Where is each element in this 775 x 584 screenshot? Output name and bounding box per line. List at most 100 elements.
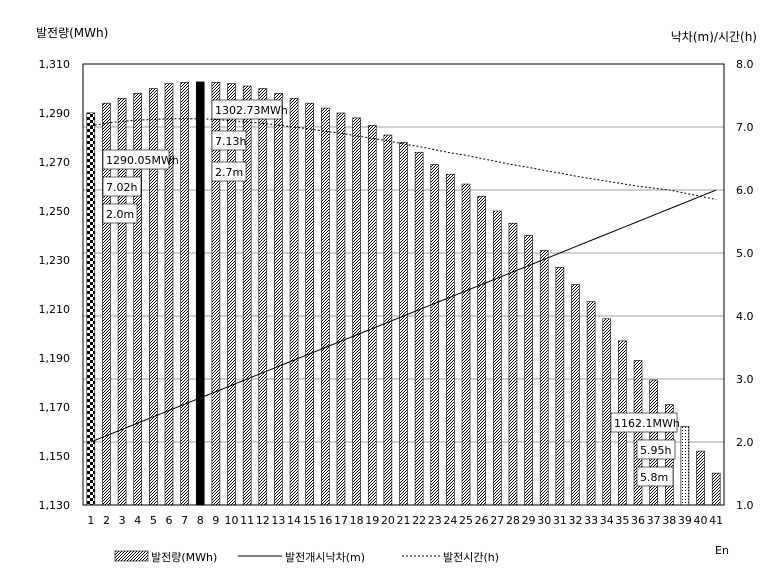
left-tick-label: 1,270: [39, 156, 71, 169]
bar-31: [555, 267, 565, 506]
annotation-text: 1302.73MWh: [215, 104, 288, 117]
left-tick-label: 1,250: [39, 205, 71, 218]
annotation-box: [211, 130, 247, 151]
annotation-text: 1290.05MWh: [106, 154, 179, 167]
left-tick-label: 1,290: [39, 107, 71, 120]
right-tick-label: 8.0: [736, 58, 754, 71]
bar-23: [430, 164, 440, 506]
bar-6: [164, 83, 174, 506]
x-tick-label: 14: [287, 514, 301, 527]
left-tick-label: 1,230: [39, 254, 71, 267]
x-tick-label: 7: [181, 514, 188, 527]
bar-41: [711, 472, 721, 506]
x-tick-label: 10: [225, 514, 239, 527]
bar-32: [571, 284, 580, 506]
bar-25: [461, 183, 471, 506]
bar-1: [86, 112, 96, 506]
annotation-box: [102, 149, 170, 170]
x-tick-label: 34: [600, 514, 614, 527]
right-tick-label: 4.0: [736, 310, 754, 323]
left-tick-label: 1,130: [39, 499, 71, 512]
legend: 발전량(MWh) 발전개시낙차(m) 발전시간(h): [114, 550, 499, 564]
bar-22: [414, 151, 424, 506]
x-tick-label: 40: [694, 514, 708, 527]
x-tick-label: 18: [350, 514, 364, 527]
bar-7: [180, 82, 189, 506]
left-tick-label: 1,310: [39, 58, 71, 71]
x-tick-label: 29: [522, 514, 536, 527]
annotation-text: 1162.1MWh: [614, 417, 680, 430]
x-tick-label: 2: [103, 514, 110, 527]
bar-40: [696, 450, 705, 506]
line-start-head: [90, 189, 717, 443]
annotation-text: 7.02h: [106, 181, 137, 194]
bar-21: [399, 142, 408, 506]
right-axis-title: 낙차(m)/시간(h): [671, 30, 757, 44]
bar-15: [305, 102, 314, 506]
x-tick-label: 8: [197, 514, 204, 527]
bar-33: [586, 301, 596, 506]
annotation-box: [211, 161, 247, 182]
left-tick-label: 1,210: [39, 303, 71, 316]
x-tick-label: 6: [165, 514, 172, 527]
x-tick-label: 23: [428, 514, 442, 527]
x-tick-label: 24: [443, 514, 457, 527]
bar-8: [195, 81, 205, 506]
x-tick-label: 28: [506, 514, 520, 527]
annotation-box: [610, 412, 678, 433]
x-tick-label: 1: [87, 514, 94, 527]
legend-swatch-bar: [114, 550, 149, 562]
bar-16: [321, 107, 330, 506]
annotation-text: 5.95h: [640, 444, 671, 457]
x-tick-label: 41: [709, 514, 723, 527]
plot-frame: [82, 63, 725, 506]
legend-label-head: 발전개시낙차(m): [285, 551, 365, 564]
left-axis-title: 발전량(MWh): [36, 26, 108, 40]
x-tick-label: 25: [459, 514, 473, 527]
bar-29: [524, 235, 533, 506]
x-tick-label: 12: [256, 514, 270, 527]
bar-13: [274, 93, 283, 506]
x-tick-label: 17: [334, 514, 348, 527]
x-tick-label: 21: [397, 514, 411, 527]
x-tick-label: 26: [475, 514, 489, 527]
right-axis-ticks: 1.0 2.0 3.0 4.0 5.0 6.0 7.0 8.0: [736, 58, 754, 512]
bar-19: [367, 124, 377, 506]
left-tick-label: 1,150: [39, 450, 71, 463]
x-tick-label: 33: [584, 514, 598, 527]
left-tick-label: 1,190: [39, 352, 71, 365]
left-tick-label: 1,170: [39, 401, 71, 414]
x-tick-label: 22: [412, 514, 426, 527]
bar-20: [383, 134, 393, 506]
x-axis-ticks: 1 2 3 4 5 6 7 8 9 10 11 12 13 14 15 16 17 18 19 20 21 22 23 24 2…: [87, 514, 723, 527]
left-axis-ticks: 1,130 1,150 1,170 1,190 1,210 1,230 1,250 1,270…: [39, 58, 71, 512]
annotation-box: [636, 466, 674, 487]
annotation-text: 7.13h: [215, 135, 246, 148]
annotation-text: 2.7m: [215, 166, 243, 179]
bar-26: [477, 196, 486, 506]
right-tick-label: 2.0: [736, 436, 754, 449]
bar-39: [680, 426, 690, 506]
right-tick-label: 1.0: [736, 499, 754, 512]
annotation-box: [211, 99, 283, 120]
bar-34: [602, 318, 612, 506]
bar-18: [352, 117, 361, 506]
x-tick-label: 35: [615, 514, 629, 527]
x-tick-label: 39: [678, 514, 692, 527]
series-lines: [90, 118, 717, 443]
annotation-box: [102, 203, 138, 224]
x-tick-label: 19: [365, 514, 379, 527]
x-end-label: En: [715, 544, 729, 557]
bar-17: [336, 112, 346, 506]
annotation-text: 5.8m: [640, 471, 668, 484]
right-tick-label: 6.0: [736, 184, 754, 197]
x-tick-label: 27: [490, 514, 504, 527]
bar-30: [539, 249, 549, 506]
x-tick-label: 13: [271, 514, 285, 527]
x-tick-label: 32: [568, 514, 582, 527]
right-tick-label: 7.0: [736, 121, 754, 134]
bar-14: [289, 98, 299, 506]
bar-28: [508, 222, 518, 506]
x-tick-label: 3: [119, 514, 126, 527]
